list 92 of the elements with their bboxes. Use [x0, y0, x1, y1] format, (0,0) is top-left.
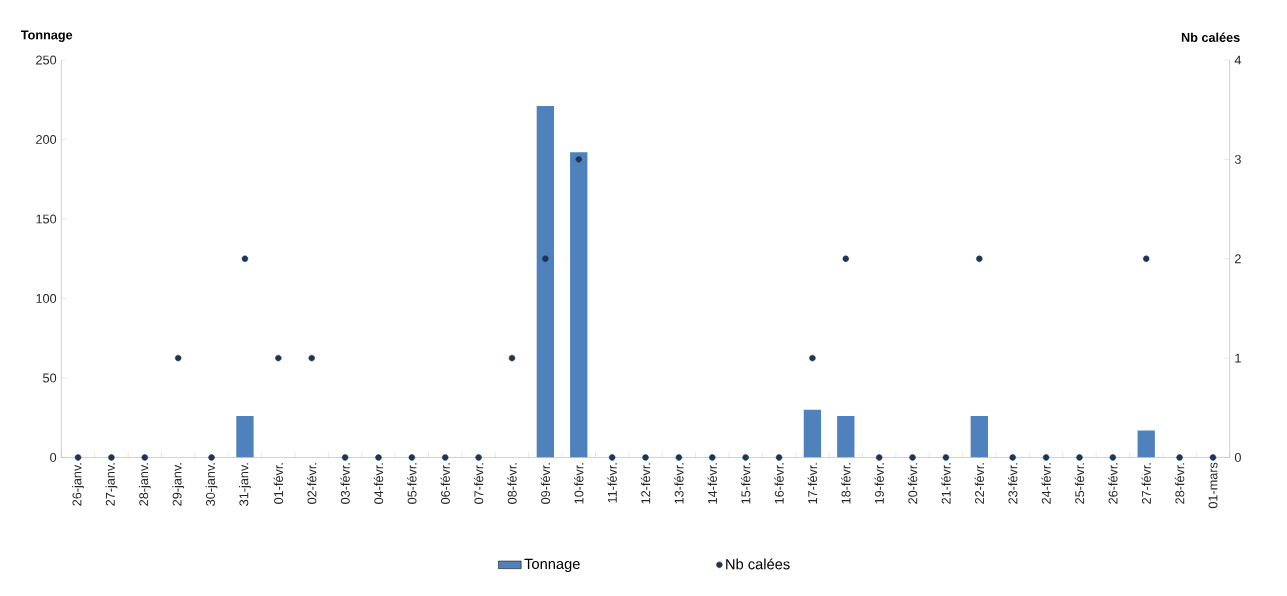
x-tick-label: 08-févr.: [507, 463, 517, 504]
x-tick-label: 22-févr.: [974, 463, 985, 504]
point: [174, 354, 182, 362]
point: [1109, 454, 1117, 461]
x-tick-label: 12-févr.: [640, 463, 651, 504]
point: [1076, 454, 1083, 461]
x-tick-label: 29-janv.: [172, 463, 185, 506]
x-tick-label: 09-févr.: [540, 463, 551, 504]
bar: [1137, 430, 1155, 458]
bar: [803, 409, 822, 458]
x-tick-label: 27-janv.: [105, 463, 118, 506]
point: [1143, 255, 1150, 262]
x-tick-label: 24-févr.: [1041, 463, 1051, 504]
x-tick-label: 27-févr.: [1141, 463, 1151, 504]
y-tick-label: 100: [36, 293, 57, 303]
x-tick-label: 04-févr.: [373, 463, 384, 504]
x-tick-label: 18-févr.: [841, 463, 851, 504]
bar: [570, 152, 588, 458]
point: [375, 454, 382, 461]
point: [675, 454, 683, 461]
x-tick-label: 01-mars: [1208, 462, 1218, 509]
x-tick-label: 06-févr.: [440, 463, 450, 504]
point: [842, 255, 849, 262]
x-tick-label: 31-janv.: [239, 463, 251, 506]
point: [909, 454, 916, 461]
x-tick-label: 11-févr.: [607, 463, 617, 503]
x-tick-label: 26-févr.: [1108, 463, 1118, 504]
point: [1209, 454, 1217, 461]
x-tick-label: 30-janv.: [205, 463, 218, 506]
point: [1176, 454, 1183, 461]
x-tick-label: 21-févr.: [941, 463, 951, 504]
x-tick-label: 10-févr.: [574, 463, 584, 504]
y2-axis-title: Nb calées: [1181, 32, 1240, 42]
point: [1042, 454, 1050, 461]
y-axis-title: Tonnage: [20, 30, 73, 42]
bar: [837, 416, 855, 458]
x-tick-label: 05-févr.: [407, 463, 417, 504]
y-tick-label: 150: [36, 214, 57, 224]
point: [442, 454, 449, 461]
point: [208, 454, 215, 461]
x-tick-label: 13-févr.: [674, 463, 684, 504]
x-tick-label: 28-janv.: [138, 463, 151, 506]
x-tick-label: 16-févr.: [774, 463, 784, 504]
point: [942, 454, 950, 461]
y2-tick-label: 4: [1234, 55, 1242, 65]
x-tick-label: 26-janv.: [72, 463, 84, 506]
x-tick-label: 03-févr.: [340, 463, 350, 504]
y-tick-label: 250: [36, 55, 57, 65]
point: [508, 354, 516, 362]
y-tick-label: 200: [36, 134, 57, 144]
point: [976, 255, 983, 262]
point: [1009, 454, 1016, 461]
point: [575, 156, 582, 163]
point: [475, 454, 482, 461]
x-tick-label: 19-févr.: [874, 463, 884, 504]
point: [74, 454, 82, 461]
x-tick-label: 01-févr.: [273, 463, 284, 504]
point: [742, 454, 749, 461]
bar: [536, 106, 555, 458]
x-tick-label: 15-févr.: [740, 463, 751, 504]
x-tick-label: 02-févr.: [306, 463, 317, 504]
point: [108, 454, 115, 461]
bar: [236, 416, 254, 458]
y2-tick-label: 3: [1234, 154, 1241, 164]
x-tick-label: 07-févr.: [473, 463, 484, 504]
point: [775, 454, 783, 461]
x-tick-label: 28-févr.: [1174, 463, 1185, 504]
bar: [970, 416, 988, 458]
point: [642, 454, 649, 461]
point: [341, 454, 349, 461]
point: [275, 354, 282, 362]
legend-label: Nb calées: [726, 558, 790, 570]
point: [542, 255, 549, 262]
x-tick-label: 14-févr.: [707, 463, 717, 504]
y2-tick-label: 2: [1235, 254, 1241, 264]
x-tick-label: 20-févr.: [907, 463, 918, 504]
point: [241, 255, 249, 262]
y-tick-label: 0: [50, 452, 57, 462]
y2-tick-label: 0: [1234, 452, 1241, 462]
point: [875, 454, 883, 461]
x-tick-label: 17-févr.: [807, 463, 818, 504]
x-tick-label: 25-févr.: [1074, 463, 1085, 504]
point: [809, 354, 816, 362]
y2-tick-label: 1: [1235, 353, 1241, 363]
x-tick-label: 23-févr.: [1007, 463, 1018, 504]
legend-label: Tonnage: [524, 558, 580, 572]
point: [308, 354, 315, 362]
point: [608, 454, 616, 461]
y-tick-label: 50: [43, 373, 57, 383]
point: [141, 454, 149, 461]
point: [709, 454, 716, 461]
point: [408, 454, 416, 461]
